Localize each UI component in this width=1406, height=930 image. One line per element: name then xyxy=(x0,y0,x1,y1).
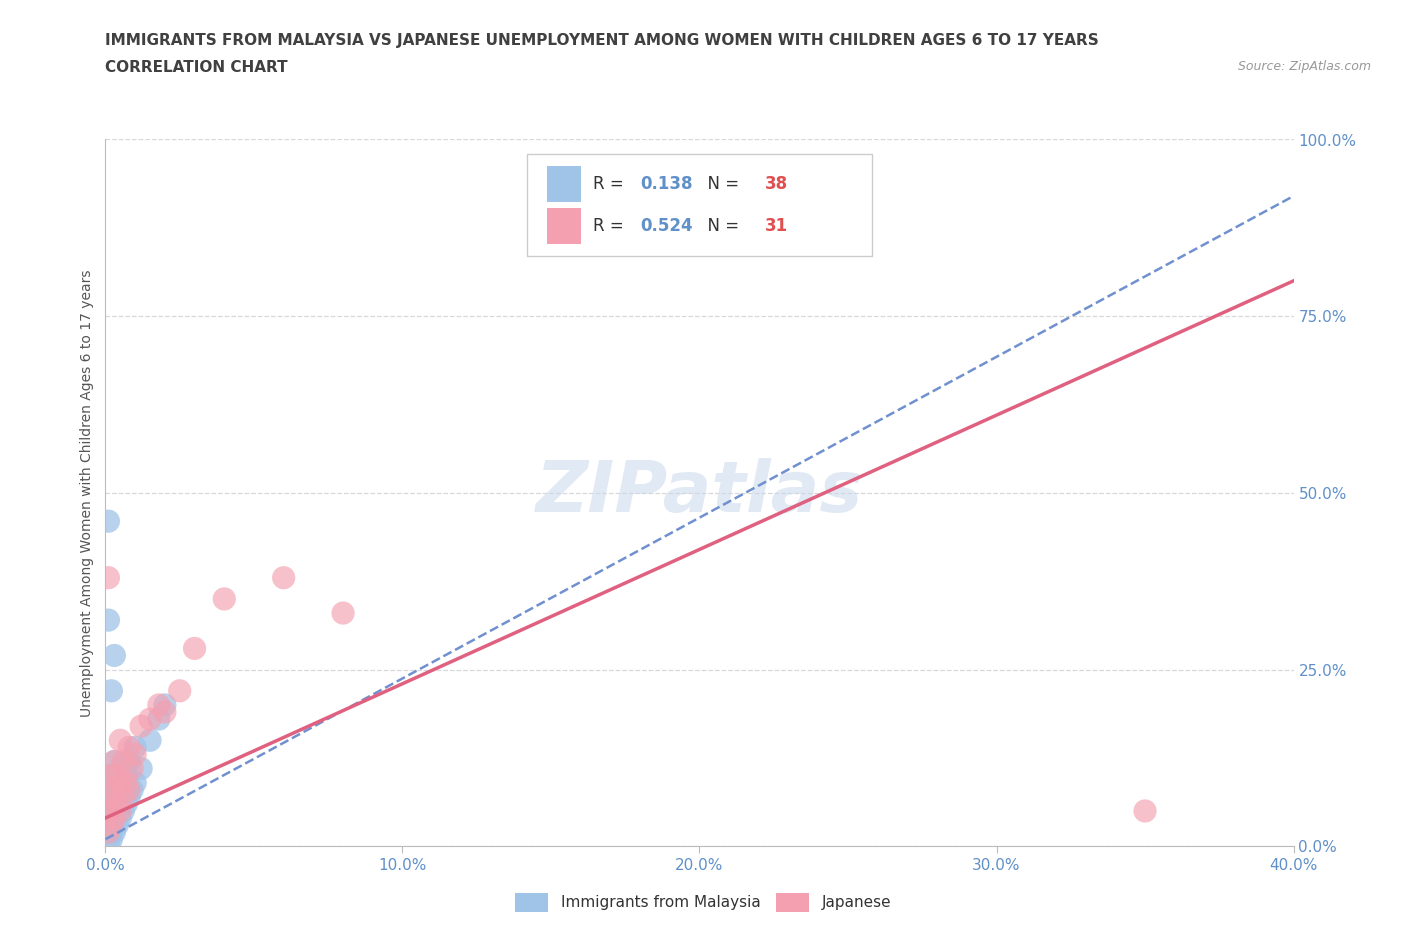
Point xyxy=(100,684,122,698)
FancyBboxPatch shape xyxy=(527,153,872,256)
Point xyxy=(105,768,128,783)
Point xyxy=(110,761,132,776)
Point xyxy=(103,811,125,826)
Point xyxy=(100,768,122,783)
Point xyxy=(100,817,122,832)
Point xyxy=(110,776,132,790)
Point xyxy=(115,796,138,811)
Bar xyxy=(547,207,581,244)
Point xyxy=(97,825,120,840)
Text: 0.524: 0.524 xyxy=(640,217,693,235)
Legend: Immigrants from Malaysia, Japanese: Immigrants from Malaysia, Japanese xyxy=(509,887,897,918)
Text: ZIPatlas: ZIPatlas xyxy=(536,458,863,527)
Text: R =: R = xyxy=(592,175,628,193)
Point xyxy=(97,811,120,826)
Point xyxy=(103,782,125,797)
Point xyxy=(121,761,143,776)
Point xyxy=(118,790,141,804)
Point xyxy=(110,811,132,826)
Point xyxy=(148,698,170,712)
Point xyxy=(100,790,122,804)
Point xyxy=(129,719,152,734)
Point xyxy=(103,754,125,769)
Point xyxy=(118,740,141,755)
Point xyxy=(97,613,120,628)
Point xyxy=(110,804,132,818)
Point xyxy=(115,776,138,790)
Point xyxy=(100,768,122,783)
Point xyxy=(103,825,125,840)
Point xyxy=(103,811,125,826)
Point xyxy=(110,733,132,748)
Point xyxy=(124,747,146,762)
Bar xyxy=(547,166,581,202)
Point xyxy=(100,831,122,846)
Point xyxy=(124,740,146,755)
Point xyxy=(124,776,146,790)
Point xyxy=(100,804,122,818)
Point xyxy=(105,817,128,832)
Point xyxy=(112,776,135,790)
Point xyxy=(273,570,295,585)
Point xyxy=(103,782,125,797)
Point xyxy=(97,796,120,811)
Point xyxy=(121,782,143,797)
Point xyxy=(97,804,120,818)
Point xyxy=(139,733,162,748)
Point xyxy=(97,782,120,797)
Text: CORRELATION CHART: CORRELATION CHART xyxy=(105,60,288,75)
Text: N =: N = xyxy=(697,217,745,235)
Point xyxy=(97,570,120,585)
Point xyxy=(153,705,176,720)
Point xyxy=(110,790,132,804)
Point xyxy=(115,768,138,783)
Point xyxy=(169,684,191,698)
Point xyxy=(118,754,141,769)
Point xyxy=(100,817,122,832)
Text: R =: R = xyxy=(592,217,628,235)
Point xyxy=(112,804,135,818)
Point xyxy=(97,825,120,840)
Point xyxy=(103,648,125,663)
Text: 31: 31 xyxy=(765,217,787,235)
Point xyxy=(97,839,120,854)
Point xyxy=(105,796,128,811)
Point xyxy=(112,790,135,804)
Point xyxy=(118,782,141,797)
Point xyxy=(148,711,170,726)
Point xyxy=(183,641,205,656)
Text: IMMIGRANTS FROM MALAYSIA VS JAPANESE UNEMPLOYMENT AMONG WOMEN WITH CHILDREN AGES: IMMIGRANTS FROM MALAYSIA VS JAPANESE UNE… xyxy=(105,33,1099,47)
Point xyxy=(112,754,135,769)
Point xyxy=(100,790,122,804)
Point xyxy=(97,513,120,528)
Point xyxy=(129,761,152,776)
Text: 38: 38 xyxy=(765,175,787,193)
Point xyxy=(332,605,354,620)
Point xyxy=(139,711,162,726)
Point xyxy=(1133,804,1156,818)
Point xyxy=(153,698,176,712)
Point xyxy=(105,796,128,811)
Text: 0.138: 0.138 xyxy=(640,175,693,193)
Y-axis label: Unemployment Among Women with Children Ages 6 to 17 years: Unemployment Among Women with Children A… xyxy=(80,269,94,717)
Text: Source: ZipAtlas.com: Source: ZipAtlas.com xyxy=(1237,60,1371,73)
Point xyxy=(100,825,122,840)
Point xyxy=(103,754,125,769)
Point xyxy=(214,591,236,606)
Text: N =: N = xyxy=(697,175,745,193)
Point xyxy=(105,768,128,783)
